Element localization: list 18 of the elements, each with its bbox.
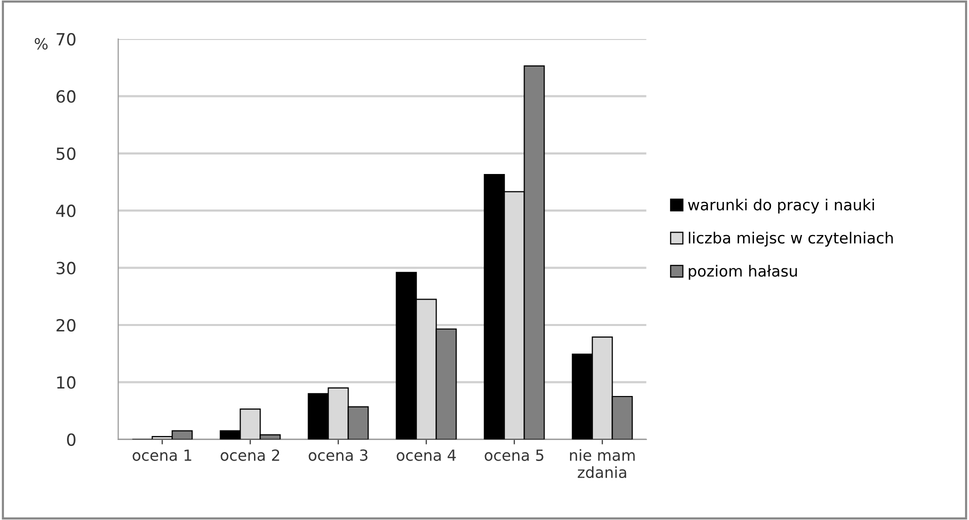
x-tick-label: ocena 4	[396, 450, 456, 461]
y-axis-title: %	[34, 38, 48, 50]
legend-label: liczba miejsc w czytelniach	[688, 232, 893, 247]
x-tick-label: nie mam zdania	[570, 449, 635, 478]
y-tick-label: 0	[67, 433, 76, 446]
legend-label: warunki do pracy i nauki	[688, 198, 874, 214]
x-tick-label: ocena 2	[220, 449, 280, 461]
y-tick-label: 60	[56, 90, 76, 103]
y-tick-label: 30	[56, 262, 76, 274]
y-tick-label: 50	[56, 147, 76, 160]
y-tick-label: 40	[56, 204, 76, 218]
x-tick-label: ocena 3	[308, 449, 368, 461]
legend-label: poziom hałasu	[688, 264, 797, 280]
y-tick-label: 10	[57, 376, 76, 389]
x-tick-label: ocena 1	[132, 450, 192, 461]
y-tick-label: 70	[56, 32, 76, 46]
x-tick-label: ocena 5	[484, 450, 544, 461]
y-tick-label: 20	[56, 318, 76, 332]
